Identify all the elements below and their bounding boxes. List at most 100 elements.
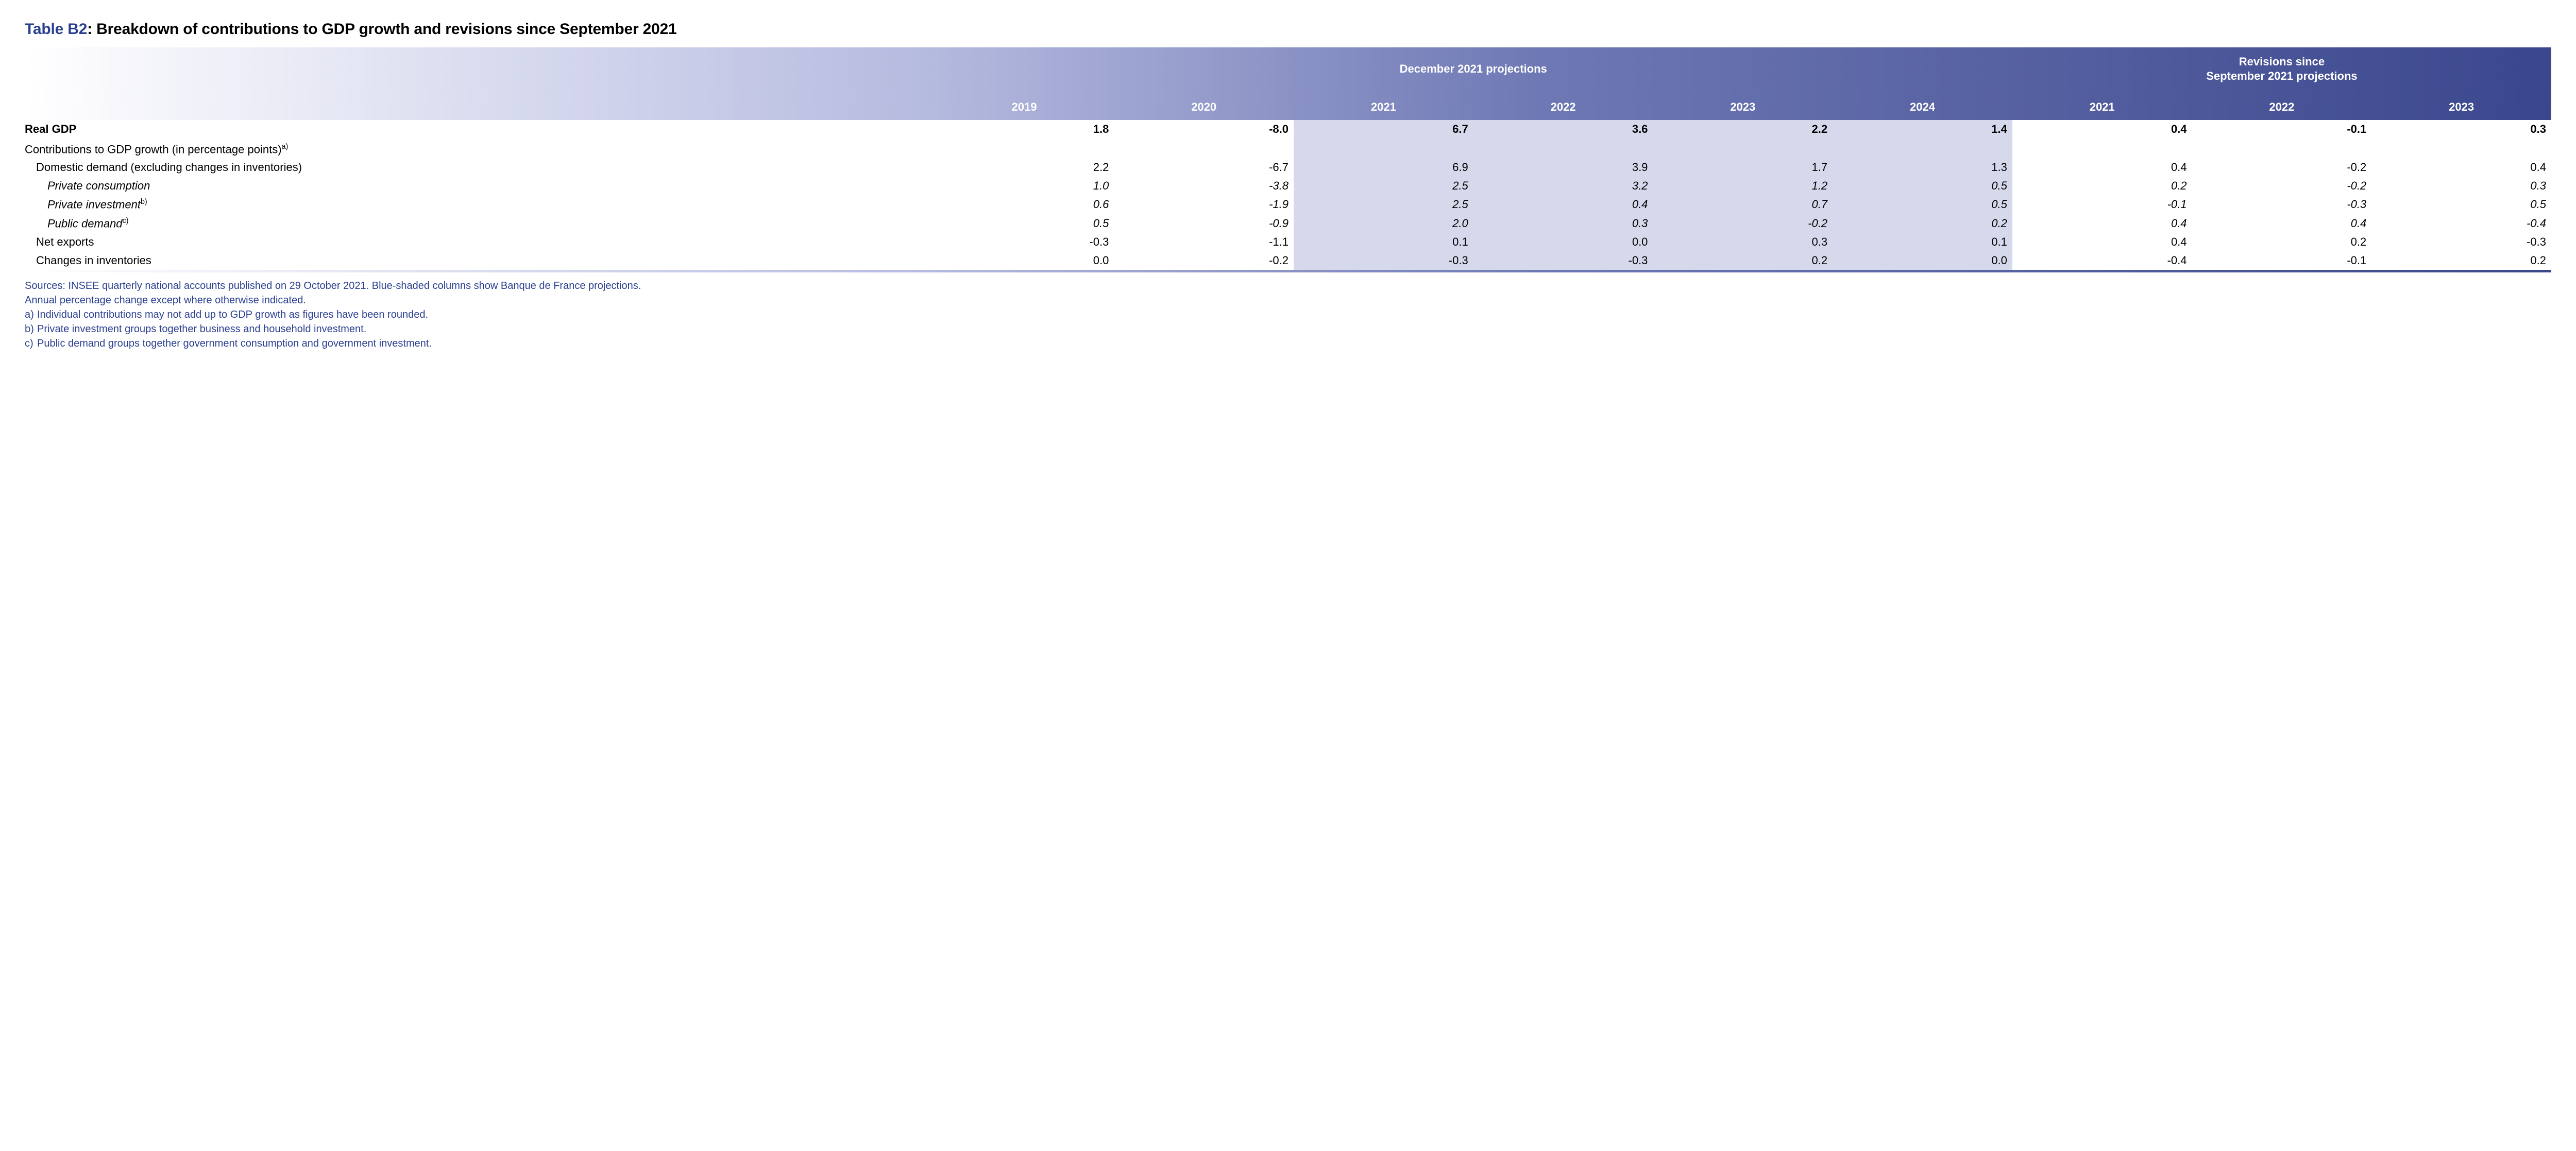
cell-value: -1.9 [1114, 195, 1294, 214]
cell-value: 6.7 [1294, 120, 1473, 139]
footnote-a-text: Individual contributions may not add up … [37, 309, 428, 320]
header-year: 2023 [1653, 86, 1833, 120]
cell-value: -0.3 [935, 233, 1114, 251]
title-prefix: Table B2 [25, 21, 87, 38]
private-investment-label-text: Private investment [47, 198, 141, 211]
row-net-exports: Net exports -0.3 -1.1 0.1 0.0 0.3 0.1 0.… [25, 233, 2551, 251]
cell-value: 3.2 [1473, 177, 1653, 195]
footnote-marker-b: b) [141, 198, 147, 206]
cell-value: -0.9 [1114, 214, 1294, 233]
row-private-investment: Private investmentb) 0.6 -1.9 2.5 0.4 0.… [25, 195, 2551, 214]
footnote-a: a)Individual contributions may not add u… [25, 308, 2551, 322]
footnote-b: b)Private investment groups together bus… [25, 322, 2551, 336]
row-public-demand: Public demandc) 0.5 -0.9 2.0 0.3 -0.2 0.… [25, 214, 2551, 233]
header-year: 2020 [1114, 86, 1294, 120]
cell-value: 0.3 [2371, 120, 2551, 139]
row-domestic-demand: Domestic demand (excluding changes in in… [25, 158, 2551, 177]
footnote-c-text: Public demand groups together government… [37, 338, 432, 349]
header-year: 2019 [935, 86, 1114, 120]
header-year: 2024 [1833, 86, 2012, 120]
header-group-revisions-line2: September 2021 projections [2206, 70, 2357, 82]
cell-value: 0.6 [935, 195, 1114, 214]
footnote-b-key: b) [25, 322, 37, 336]
table-header: December 2021 projections Revisions sinc… [25, 47, 2551, 120]
cell-label: Private consumption [25, 177, 935, 195]
cell-value: 0.2 [2371, 251, 2551, 270]
footnotes: Sources: INSEE quarterly national accoun… [25, 279, 2551, 351]
cell-value: 0.2 [1653, 251, 1833, 270]
cell-value: 0.4 [2192, 214, 2372, 233]
cell-value: 0.0 [1833, 251, 2012, 270]
row-private-consumption: Private consumption 1.0 -3.8 2.5 3.2 1.2… [25, 177, 2551, 195]
cell-value: -0.4 [2012, 251, 2192, 270]
cell-label: Net exports [25, 233, 935, 251]
cell-value: 3.6 [1473, 120, 1653, 139]
cell-value: -0.3 [2371, 233, 2551, 251]
cell-value: 1.7 [1653, 158, 1833, 177]
header-year: 2022 [1473, 86, 1653, 120]
footnote-a-key: a) [25, 308, 37, 322]
cell-value: 0.0 [935, 251, 1114, 270]
table-title: Table B2: Breakdown of contributions to … [25, 21, 2551, 38]
cell-label: Private investmentb) [25, 195, 935, 214]
cell-value: -0.3 [1294, 251, 1473, 270]
header-year: 2021 [2012, 86, 2192, 120]
cell-value: -0.2 [2192, 177, 2372, 195]
header-year: 2023 [2371, 86, 2551, 120]
cell-value: -0.1 [2192, 251, 2372, 270]
cell-value: 0.4 [2012, 120, 2192, 139]
cell-value: 2.2 [935, 158, 1114, 177]
header-group-revisions: Revisions since September 2021 projectio… [2012, 47, 2551, 86]
cell-value: 0.0 [1473, 233, 1653, 251]
cell-value: -0.3 [1473, 251, 1653, 270]
separator-bar [25, 270, 2551, 272]
footnote-c: c)Public demand groups together governme… [25, 337, 2551, 351]
cell-value: 2.0 [1294, 214, 1473, 233]
cell-value: 0.4 [2371, 158, 2551, 177]
cell-value: 1.4 [1833, 120, 2012, 139]
cell-value: 0.2 [1833, 214, 2012, 233]
cell-value: -8.0 [1114, 120, 1294, 139]
cell-value: 0.3 [1473, 214, 1653, 233]
cell-label: Public demandc) [25, 214, 935, 233]
row-changes-in-inventories: Changes in inventories 0.0 -0.2 -0.3 -0.… [25, 251, 2551, 270]
cell-value: -1.1 [1114, 233, 1294, 251]
cell-value: 1.0 [935, 177, 1114, 195]
cell-value: 2.5 [1294, 177, 1473, 195]
title-rest: Breakdown of contributions to GDP growth… [96, 21, 676, 38]
cell-value: -0.2 [1653, 214, 1833, 233]
header-group-projections: December 2021 projections [935, 47, 2012, 86]
cell-label: Domestic demand (excluding changes in in… [25, 158, 935, 177]
header-blank [25, 47, 935, 120]
title-separator: : [87, 21, 96, 38]
cell-value: 1.3 [1833, 158, 2012, 177]
cell-value: -3.8 [1114, 177, 1294, 195]
footnote-marker-c: c) [123, 217, 129, 225]
cell-value: -0.1 [2192, 120, 2372, 139]
cell-value: 0.2 [2012, 177, 2192, 195]
cell-value: 0.7 [1653, 195, 1833, 214]
cell-value: 0.3 [2371, 177, 2551, 195]
cell-value: 0.4 [2012, 233, 2192, 251]
cell-value: 0.4 [2012, 158, 2192, 177]
cell-label: Changes in inventories [25, 251, 935, 270]
cell-label: Contributions to GDP growth (in percenta… [25, 139, 935, 158]
cell-value: 1.2 [1653, 177, 1833, 195]
cell-value: -0.3 [2192, 195, 2372, 214]
cell-label: Real GDP [25, 120, 935, 139]
row-contrib-heading: Contributions to GDP growth (in percenta… [25, 139, 2551, 158]
footnote-marker-a: a) [282, 143, 289, 151]
cell-value: -0.1 [2012, 195, 2192, 214]
cell-value: 2.2 [1653, 120, 1833, 139]
cell-value: 6.9 [1294, 158, 1473, 177]
gdp-table: December 2021 projections Revisions sinc… [25, 47, 2551, 273]
header-year: 2021 [1294, 86, 1473, 120]
cell-value: -0.2 [1114, 251, 1294, 270]
footnote-unit: Annual percentage change except where ot… [25, 294, 2551, 307]
cell-value: 0.5 [2371, 195, 2551, 214]
cell-value: 0.4 [2012, 214, 2192, 233]
footnote-sources: Sources: INSEE quarterly national accoun… [25, 279, 2551, 293]
cell-value: 0.1 [1294, 233, 1473, 251]
footnote-b-text: Private investment groups together busin… [37, 323, 366, 335]
cell-value: 0.2 [2192, 233, 2372, 251]
